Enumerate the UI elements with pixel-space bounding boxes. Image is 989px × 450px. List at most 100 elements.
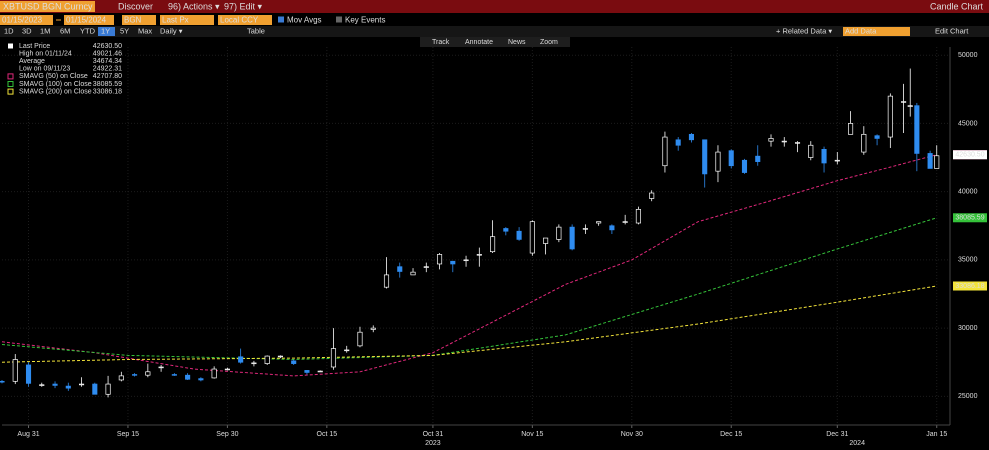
field-box[interactable] [218, 15, 272, 25]
period[interactable]: Max [138, 26, 152, 35]
candle-body [543, 237, 549, 244]
candle-body [476, 254, 482, 256]
candle-body [423, 266, 429, 268]
legend-swatch [7, 73, 14, 80]
field[interactable]: BGN [124, 16, 142, 25]
candle-body [304, 370, 310, 373]
menu[interactable]: 97) Edit ▾ [224, 1, 263, 11]
field[interactable]: Last Px [162, 16, 189, 25]
candle-body [768, 138, 774, 142]
tool[interactable]: Track [432, 39, 450, 46]
candle-body [0, 380, 5, 383]
candle-body [609, 225, 615, 231]
tool[interactable]: Zoom [540, 39, 558, 46]
period[interactable]: YTD [80, 26, 96, 35]
active-period[interactable] [98, 27, 115, 36]
candle-body [118, 375, 124, 381]
toggle[interactable]: Mov Avgs [287, 16, 322, 25]
moving-average [1, 285, 937, 363]
candle-body [901, 101, 907, 103]
candle-body [65, 385, 71, 389]
value-tag-label: 33086.18 [955, 283, 984, 290]
moving-average [1, 154, 937, 377]
frequency[interactable]: Daily ▾ [160, 26, 183, 35]
period[interactable]: 3D [22, 26, 32, 35]
year-label: 2023 [425, 440, 441, 447]
candle-body [649, 192, 655, 199]
field-box[interactable] [64, 15, 114, 25]
candle-body [622, 221, 628, 223]
related[interactable]: + Related Data ▾ [776, 26, 832, 35]
candle-body [410, 271, 416, 276]
candle-body [569, 226, 575, 250]
legend-value: 24922.31 [93, 66, 122, 73]
candle-body [185, 374, 191, 380]
candle-body [808, 144, 814, 158]
menu[interactable]: 96) Actions ▾ [168, 1, 220, 11]
y-tick-label: 35000 [958, 257, 978, 264]
candle-body [728, 150, 734, 167]
candle-body [397, 266, 403, 272]
candle-body [463, 259, 469, 262]
candle-body [436, 254, 443, 265]
candle-body [874, 135, 880, 139]
value-tag [953, 281, 987, 291]
period[interactable]: 1Y [101, 26, 110, 35]
field[interactable]: 01/15/2023 [2, 16, 43, 25]
y-tick-label: 50000 [958, 52, 978, 59]
legend-value: 42707.80 [93, 73, 122, 80]
field[interactable]: Local CCY [220, 16, 259, 25]
field[interactable]: 01/15/2024 [66, 16, 107, 25]
candle-body [635, 209, 641, 224]
candle-body [861, 133, 867, 153]
candle-body [291, 360, 297, 364]
add-data[interactable]: Add Data [845, 26, 877, 35]
toggle[interactable]: Key Events [345, 16, 385, 25]
candle-body [277, 355, 283, 358]
period[interactable]: 6M [60, 26, 70, 35]
candle-body [158, 366, 164, 369]
legend-swatch [7, 88, 14, 95]
y-tick-label: 30000 [958, 325, 978, 332]
legend-label: Low on 09/11/23 [19, 66, 70, 73]
checkbox[interactable] [336, 16, 342, 23]
x-tick-label: Sep 30 [216, 431, 238, 438]
candle-body [92, 383, 98, 395]
candle-body [927, 153, 933, 169]
period-bar [0, 26, 989, 37]
legend-value: 33086.18 [93, 88, 122, 95]
candle-body [383, 274, 390, 288]
candle-body [662, 136, 668, 167]
period[interactable]: 1M [40, 26, 50, 35]
period[interactable]: 5Y [120, 26, 129, 35]
add-data-box[interactable] [843, 27, 910, 36]
tool[interactable]: Annotate [465, 39, 493, 46]
moving-average [1, 217, 937, 361]
tool-bar [420, 37, 570, 47]
value-tag [953, 213, 987, 223]
candle-body [675, 139, 681, 146]
checkbox[interactable] [278, 16, 284, 23]
candle-body [450, 260, 456, 265]
table[interactable]: Table [247, 26, 265, 35]
candle-body [105, 383, 111, 395]
menu[interactable]: Discover [118, 1, 153, 11]
candle-body [344, 349, 350, 352]
candle-body [39, 384, 45, 386]
candle-body [934, 155, 940, 169]
legend-label: Last Price [19, 43, 50, 50]
field-box[interactable] [160, 15, 214, 25]
candle-body [781, 140, 787, 143]
security-field[interactable] [0, 1, 95, 12]
candle-body [238, 356, 244, 363]
period[interactable]: 1D [4, 26, 14, 35]
edit-chart[interactable]: Edit Chart [935, 26, 969, 35]
tool[interactable]: News [508, 39, 526, 46]
candle-body [529, 221, 535, 254]
field-box[interactable] [122, 15, 156, 25]
field-box[interactable] [0, 15, 53, 25]
title-bar [0, 0, 989, 13]
security[interactable]: XBTUSD BGN Curncy [3, 1, 93, 11]
